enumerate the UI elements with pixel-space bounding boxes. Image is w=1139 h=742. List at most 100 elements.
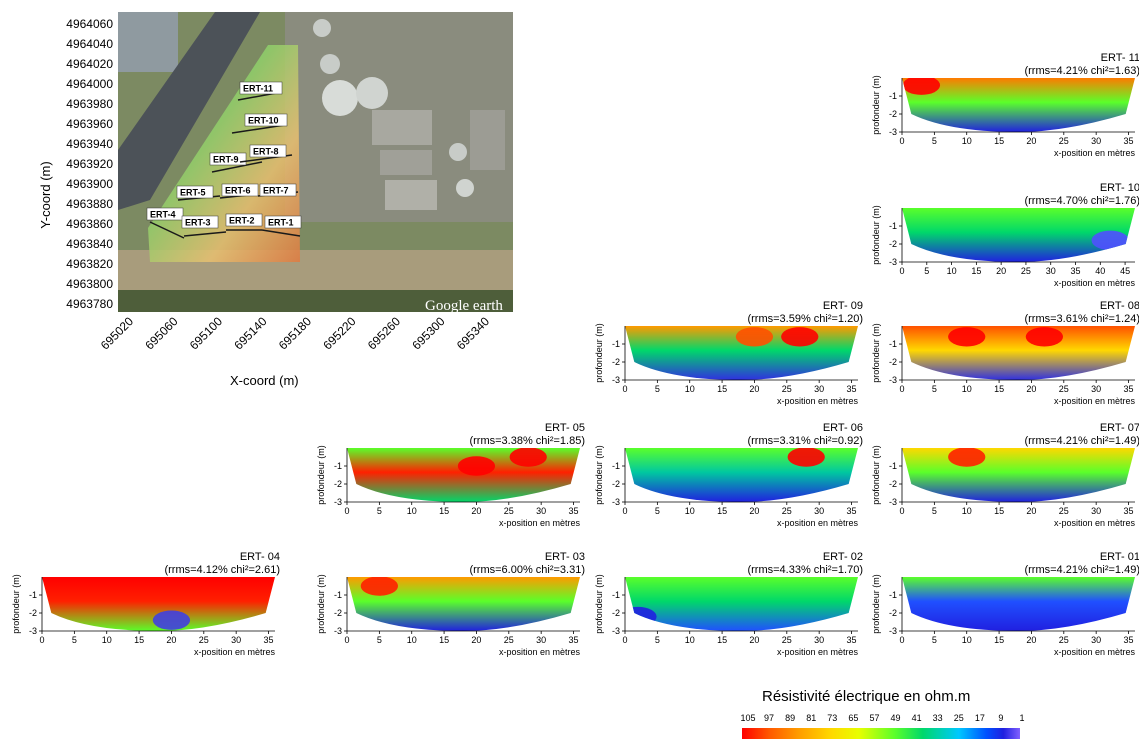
profile-stats: (rrms=4.21% chi²=1.49) (1024, 435, 1139, 447)
profile-x-tick-label: 5 (655, 635, 660, 645)
survey-line (183, 231, 227, 237)
profile-x-tick-label: 35 (1124, 506, 1134, 516)
resistivity-anomaly (735, 327, 774, 347)
resistivity-anomaly (948, 327, 986, 347)
profile-x-tick-label: 40 (1095, 266, 1105, 276)
legend-tick-label: 41 (911, 713, 922, 723)
survey-line (149, 221, 185, 239)
legend-tick-label: 105 (740, 713, 756, 723)
resistivity-section (902, 577, 1135, 631)
profile-x-axis-label: x-position en mètres (777, 518, 859, 528)
profile-x-tick-label: 15 (717, 384, 727, 394)
legend-tick-label: 73 (827, 713, 838, 723)
resistivity-section (347, 577, 580, 631)
profile-title: ERT- 04 (239, 551, 280, 563)
profile-x-tick-label: 35 (569, 506, 579, 516)
profile-plot: -1 -2 -30 5 10 15 20 25 30 35 profondeur (m) x-posi… (594, 323, 858, 406)
map-x-tick-label: 695020 (98, 314, 136, 352)
ert-02-profile: ERT- 02 (rrms=4.33% chi²=1.70) -1 -2 -3 0 5 10 1… (588, 549, 863, 657)
legend-title: Résistivité électrique en ohm.m (762, 688, 971, 705)
profile-plot: -1 -2 -30 5 10 15 20 25 30 35 profondeur (m) x-posi… (11, 574, 276, 657)
map-x-tick-label: 695140 (231, 314, 269, 352)
legend-tick-label: 65 (848, 713, 859, 723)
resistivity-anomaly (787, 448, 825, 467)
profile-x-tick-label: 15 (134, 635, 144, 645)
profile-y-tick-label: -1 (889, 91, 897, 101)
map-x-tick-label: 695340 (454, 314, 492, 352)
profile-x-tick-label: 25 (199, 635, 209, 645)
profile-y-tick-label: -3 (334, 626, 342, 636)
profile-x-tick-label: 15 (717, 635, 727, 645)
survey-line-label-box (249, 144, 287, 158)
ert-04-profile: ERT- 04 (rrms=4.12% chi²=2.61) -1 -2 -3 0 5 10 1… (5, 549, 280, 657)
survey-line-label-box (264, 215, 302, 229)
profile-x-tick-label: 5 (72, 635, 77, 645)
resistivity-anomaly (457, 456, 496, 476)
profile-x-tick-label: 25 (1059, 384, 1069, 394)
profile-x-tick-label: 10 (685, 506, 695, 516)
profile-x-tick-label: 10 (962, 635, 972, 645)
profile-x-tick-label: 0 (899, 266, 904, 276)
profile-plot: -1 -2 -30 5 10 15 20 25 30 35 profondeur (m) x-posi… (871, 445, 1135, 528)
survey-line-label: ERT-3 (185, 218, 211, 228)
profile-x-tick-label: 30 (536, 506, 546, 516)
profile-x-tick-label: 20 (1026, 635, 1036, 645)
tank-1 (322, 80, 358, 116)
profile-x-tick-label: 30 (1091, 136, 1101, 146)
profile-x-tick-label: 35 (569, 635, 579, 645)
ert-08-profile: ERT- 08 (rrms=3.61% chi²=1.24) -1 -2 -3 0 5 10 1… (865, 298, 1139, 406)
profile-title: ERT- 03 (544, 551, 585, 563)
profile-stats: (rrms=4.21% chi²=1.63) (1024, 65, 1139, 77)
profile-plot: -1 -2 -30 5 10 15 20 25 30 35 profondeur (m) x-posi… (871, 574, 1135, 657)
profile-x-tick-label: 25 (782, 384, 792, 394)
legend-tick-label: 89 (785, 713, 796, 723)
legend-tick-label: 97 (764, 713, 775, 723)
profile-plot: -1 -2 -30 5 10 15 20 25 30 35 profondeur (m) x-posi… (594, 574, 858, 657)
map-x-tick-label: 695300 (409, 314, 447, 352)
profile-y-axis-label: profondeur (m) (871, 574, 881, 634)
profile-x-tick-label: 10 (407, 635, 417, 645)
map-x-tick-label: 695260 (365, 314, 403, 352)
site-map-panel: Google earth 4964060 4964040 4964020 496400… (0, 0, 560, 400)
map-y-tick-label: 4963920 (66, 157, 113, 171)
profile-x-tick-label: 15 (717, 506, 727, 516)
legend-tick-label: 33 (932, 713, 943, 723)
profile-y-axis-label: profondeur (m) (594, 323, 604, 383)
profile-plot: -1 -2 -30 5 10 15 20 25 30 35 profondeur (m) x-posi… (871, 323, 1135, 406)
resistivity-anomaly (152, 610, 191, 630)
profile-y-axis-label: profondeur (m) (871, 445, 881, 505)
profile-x-tick-label: 15 (994, 136, 1004, 146)
profile-y-axis-label: profondeur (m) (871, 75, 881, 135)
survey-line-label: ERT-7 (263, 186, 289, 196)
profile-y-tick-label: -1 (612, 590, 620, 600)
map-y-tick-label: 4963960 (66, 117, 113, 131)
profile-x-tick-label: 35 (1124, 635, 1134, 645)
profile-stats: (rrms=3.31% chi²=0.92) (747, 435, 863, 447)
profile-x-tick-label: 15 (994, 506, 1004, 516)
profile-x-tick-label: 20 (996, 266, 1006, 276)
profile-stats: (rrms=4.21% chi²=1.49) (1024, 564, 1139, 576)
profile-x-tick-label: 5 (932, 136, 937, 146)
highway (118, 12, 260, 210)
survey-line-label-box (259, 183, 297, 197)
map-y-tick-label: 4963800 (66, 277, 113, 291)
profile-x-tick-label: 25 (504, 635, 514, 645)
profile-x-tick-label: 35 (1071, 266, 1081, 276)
pond-area (118, 12, 178, 72)
profile-y-tick-label: -1 (612, 461, 620, 471)
profile-x-tick-label: 0 (899, 384, 904, 394)
profile-x-tick-label: 15 (439, 635, 449, 645)
profile-x-tick-label: 15 (439, 506, 449, 516)
profile-x-tick-label: 10 (962, 506, 972, 516)
legend-tick-label: 81 (806, 713, 817, 723)
profile-x-tick-label: 35 (1124, 384, 1134, 394)
profile-x-tick-label: 0 (899, 136, 904, 146)
profile-y-tick-label: -1 (29, 590, 37, 600)
profile-x-axis-label: x-position en mètres (194, 647, 276, 657)
building-b (380, 150, 432, 175)
profile-y-tick-label: -2 (889, 357, 897, 367)
profile-x-axis-label: x-position en mètres (1054, 148, 1136, 158)
ert-03-profile: ERT- 03 (rrms=6.00% chi²=3.31) -1 -2 -3 0 5 10 1… (310, 549, 585, 657)
map-y-tick-label: 4963860 (66, 217, 113, 231)
profile-x-tick-label: 5 (655, 384, 660, 394)
